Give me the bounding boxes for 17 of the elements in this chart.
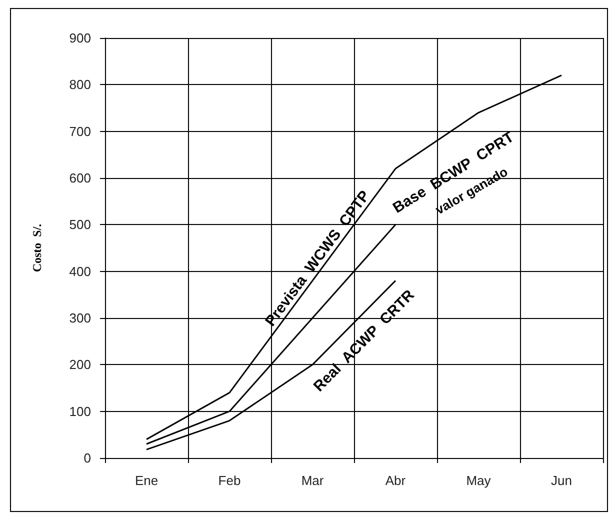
y-tick-label: 200 (69, 357, 91, 372)
y-tick-label: 900 (69, 30, 91, 46)
x-tick-label: Ene (134, 473, 158, 488)
x-tick-label: Mar (301, 473, 324, 488)
y-tick-label: 700 (69, 124, 91, 139)
x-tick-label: May (466, 473, 492, 488)
y-tick-label: 500 (69, 217, 91, 232)
y-tick-label: 0 (84, 450, 91, 466)
y-tick-label: 300 (69, 310, 91, 326)
x-tick-label: Abr (385, 473, 406, 488)
x-tick-label: Jun (551, 473, 572, 488)
y-tick-label: 800 (69, 77, 91, 92)
y-axis-title: Costo S/. (30, 224, 44, 272)
y-tick-label: 600 (69, 170, 91, 186)
x-tick-label: Feb (218, 473, 241, 488)
y-tick-label: 400 (69, 264, 91, 279)
y-tick-label: 100 (69, 404, 91, 419)
